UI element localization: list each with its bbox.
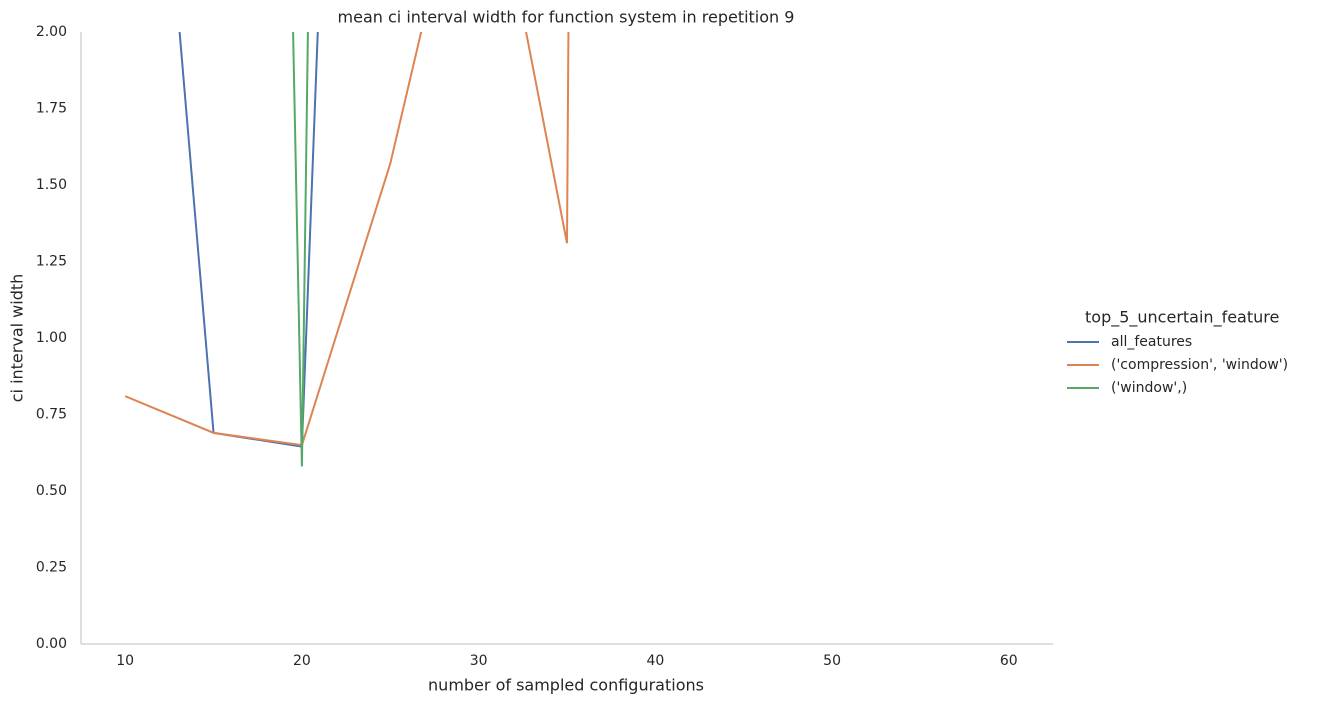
chart-title: mean ci interval width for function syst…: [338, 8, 795, 27]
legend-label: ('window',): [1111, 380, 1187, 396]
y-tick-label: 0.50: [36, 483, 67, 499]
y-tick-label: 1.25: [36, 254, 67, 270]
y-tick-label: 1.50: [36, 177, 67, 193]
x-tick-label: 40: [646, 653, 664, 669]
y-tick-label: 0.25: [36, 560, 67, 576]
x-tick-label: 20: [293, 653, 311, 669]
x-axis-label: number of sampled configurations: [428, 676, 704, 695]
x-tick-label: 30: [470, 653, 488, 669]
series-line: [178, 32, 319, 448]
x-tick-label: 60: [1000, 653, 1018, 669]
y-tick-label: 1.75: [36, 101, 67, 117]
legend-title: top_5_uncertain_feature: [1085, 308, 1279, 328]
series-line: [124, 32, 570, 447]
y-tick-label: 2.00: [36, 24, 67, 40]
y-tick-label: 0.00: [36, 636, 67, 652]
y-axis-label: ci interval width: [8, 274, 27, 403]
legend-label: all_features: [1111, 334, 1192, 350]
x-tick-label: 10: [116, 653, 134, 669]
y-tick-label: 1.00: [36, 330, 67, 346]
legend-label: ('compression', 'window'): [1111, 357, 1288, 373]
series-line: [292, 32, 309, 467]
plot-area: [124, 32, 570, 467]
x-tick-label: 50: [823, 653, 841, 669]
y-tick-label: 0.75: [36, 407, 67, 423]
